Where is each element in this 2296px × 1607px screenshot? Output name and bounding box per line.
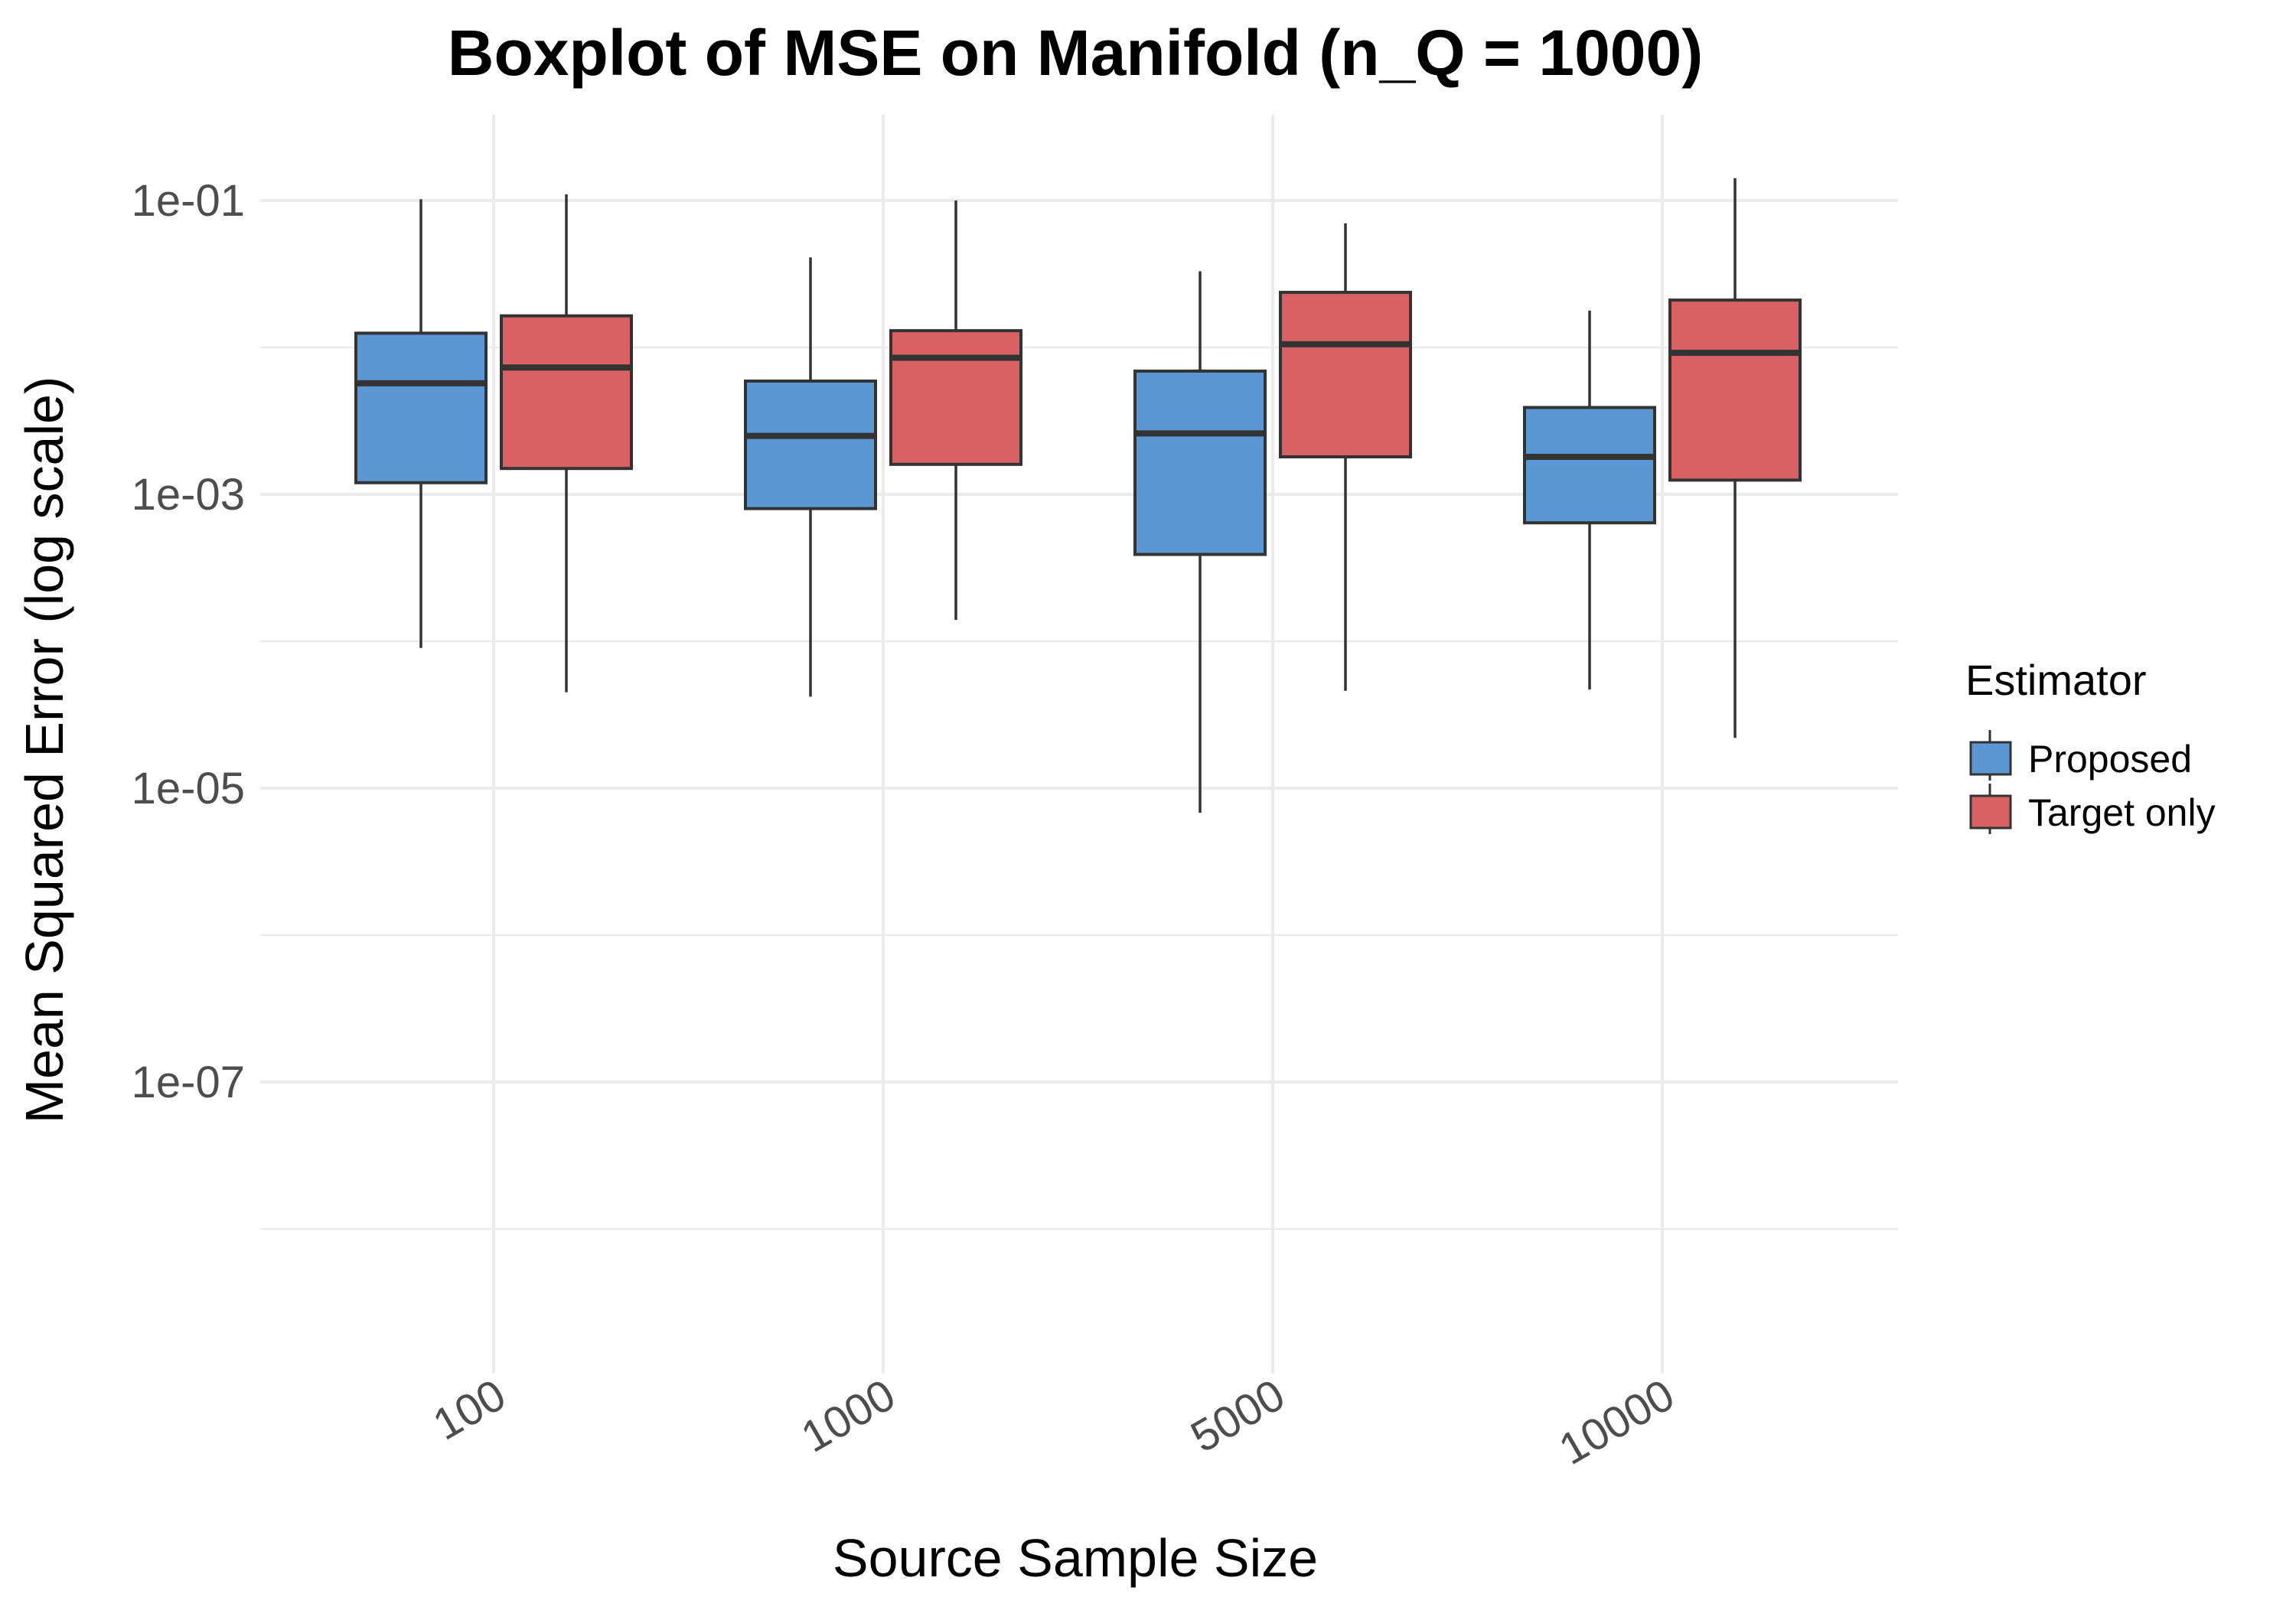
x-tick-label: 1000 [793, 1370, 903, 1462]
x-tick-label: 5000 [1182, 1370, 1293, 1462]
legend-item-proposed: Proposed [1969, 730, 2192, 781]
box-target-only-100 [500, 194, 633, 693]
box-target-only-1000 [889, 200, 1022, 620]
box-proposed-100 [354, 199, 488, 648]
legend-items: Proposed Target only [1969, 730, 2216, 834]
box-iqr [1133, 369, 1267, 556]
legend-title: Estimator [1965, 656, 2147, 704]
box-proposed-5000 [1133, 271, 1267, 813]
y-tick-label: 1e-07 [132, 1058, 245, 1107]
x-tick-label: 10000 [1551, 1370, 1682, 1475]
box-iqr [354, 331, 488, 484]
legend-label: Proposed [2028, 738, 2192, 781]
legend-key-swatch [1969, 741, 2012, 776]
legend-item-target-only: Target only [1969, 784, 2216, 834]
box-target-only-5000 [1279, 223, 1412, 691]
legend-key-swatch [1969, 794, 2012, 830]
x-axis-title: Source Sample Size [833, 1528, 1318, 1588]
legend: Estimator Proposed Target only [1965, 656, 2216, 834]
box-iqr [889, 329, 1022, 466]
box-iqr [1668, 298, 1802, 482]
grid-lines [260, 115, 1898, 1374]
box-target-only-10000 [1668, 178, 1802, 738]
y-tick-label: 1e-01 [132, 176, 245, 226]
box-iqr [744, 379, 877, 510]
box-iqr [500, 314, 633, 471]
legend-label: Target only [2028, 791, 2216, 834]
box-iqr [1523, 406, 1656, 525]
box-proposed-1000 [744, 257, 877, 697]
y-tick-label: 1e-03 [132, 470, 245, 520]
chart-title: Boxplot of MSE on Manifold (n_Q = 1000) [448, 17, 1703, 89]
box-proposed-10000 [1523, 310, 1656, 689]
y-tick-label: 1e-05 [132, 764, 245, 813]
box-iqr [1279, 291, 1412, 458]
y-axis-title: Mean Squared Error (log scale) [15, 376, 74, 1124]
box-plots [354, 178, 1802, 813]
x-tick-label: 100 [425, 1370, 514, 1450]
